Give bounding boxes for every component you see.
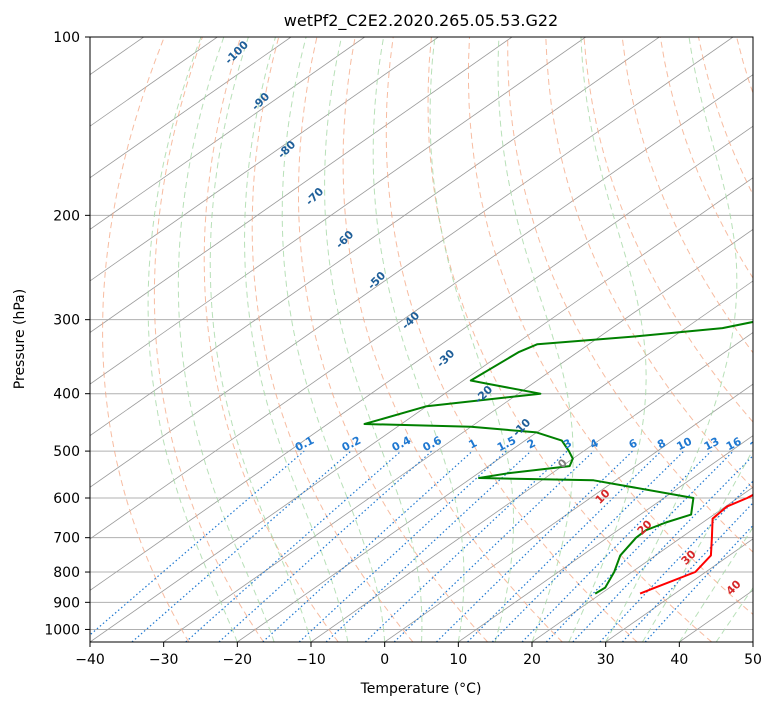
mixing-ratio-line	[621, 502, 753, 642]
isotherm-line	[90, 37, 292, 179]
y-tick-label: 600	[53, 491, 80, 507]
moist-adiabat-line	[715, 586, 753, 642]
y-tick-label: 300	[53, 313, 80, 329]
isotherm-line	[458, 435, 753, 642]
moist-adiabat-line	[243, 37, 349, 642]
y-tick-label: 1000	[44, 622, 80, 638]
isotherm-line	[90, 37, 365, 230]
y-tick-label: 800	[53, 565, 80, 581]
moist-adiabat-line	[147, 37, 238, 642]
dry-adiabat-line	[251, 37, 414, 642]
moist-adiabat-line	[209, 37, 312, 642]
x-tick-label: 10	[449, 652, 467, 668]
plot-grid	[90, 37, 753, 642]
isotherm-line	[90, 37, 734, 488]
dry-adiabat-line	[427, 37, 713, 642]
dry-adiabat-line	[385, 37, 638, 642]
plot-frame	[89, 36, 754, 643]
isotherm-line	[531, 486, 753, 642]
isotherm-line	[90, 37, 660, 437]
dewpoint-profile-line	[363, 320, 753, 595]
moist-adiabat-line	[605, 37, 738, 642]
x-axis-title: Temperature (°C)	[360, 681, 482, 697]
x-tick-label: 0	[380, 652, 389, 668]
isotherm-line	[384, 383, 753, 642]
chart-title: wetPf2_C2E2.2020.265.05.53.G22	[284, 11, 558, 31]
isotherm-line	[90, 37, 439, 282]
mixing-ratio-line	[599, 480, 753, 642]
dry-adiabat-line	[583, 37, 753, 423]
mixing-ratio-line	[521, 450, 712, 642]
y-tick-label: 100	[53, 30, 80, 46]
moist-adiabat-line	[281, 37, 386, 642]
x-tick-label: −20	[223, 652, 253, 668]
isotherm-line	[90, 37, 513, 333]
mixing-ratio-line	[185, 450, 402, 642]
moist-adiabat-line	[177, 37, 275, 642]
mixing-ratio-line	[325, 450, 532, 642]
dry-adiabat-line	[153, 37, 264, 642]
mixing-ratio-label: 10	[675, 435, 695, 454]
moist-adiabat-line	[497, 37, 574, 642]
moist-adiabat-line	[324, 37, 423, 642]
isotherm-line	[605, 538, 753, 642]
x-tick-label: 50	[744, 652, 762, 668]
isotherm-line	[90, 37, 586, 385]
moist-adiabat-line	[429, 37, 514, 642]
x-tick-label: 40	[670, 652, 688, 668]
x-tick-label: −10	[296, 652, 326, 668]
dry-adiabat-line	[545, 37, 753, 489]
x-tick-label: −40	[75, 652, 105, 668]
y-tick-label: 900	[53, 595, 80, 611]
mixing-ratio-label: 20	[748, 435, 768, 454]
y-axis-title: Pressure (hPa)	[12, 289, 28, 389]
mixing-ratio-line	[364, 450, 568, 642]
isotherm-line	[237, 280, 753, 642]
moist-adiabat-line	[568, 37, 647, 642]
y-tick-label: 700	[53, 531, 80, 547]
x-axis: −40 −30 −20 −10 0 10 20 30 40 50	[75, 642, 762, 668]
isotherm-line	[90, 177, 753, 642]
isotherm-line	[310, 332, 753, 642]
mixing-ratio-line	[298, 450, 507, 642]
y-tick-label: 200	[53, 208, 80, 224]
plot-data	[363, 320, 753, 595]
y-tick-label: 400	[53, 387, 80, 403]
dry-adiabat-line	[298, 37, 488, 642]
mixing-ratio-line	[572, 454, 753, 642]
mixing-ratio-line	[393, 450, 595, 642]
isotherm-line	[90, 125, 753, 591]
dry-adiabat-line	[507, 37, 753, 553]
dry-adiabat-line	[342, 37, 563, 642]
x-tick-label: −30	[149, 652, 179, 668]
moist-adiabat-line	[372, 37, 465, 642]
mixing-ratio-line	[491, 450, 685, 642]
isotherm-line	[90, 74, 753, 540]
y-tick-label: 500	[53, 444, 80, 460]
mixing-ratio-line	[545, 450, 734, 642]
mixing-ratio-label: 13	[702, 435, 722, 454]
y-axis: 100 200 300 400 500 600 700 800 900 1000	[44, 30, 90, 638]
dry-adiabat-line	[203, 37, 339, 642]
x-tick-label: 20	[523, 652, 541, 668]
mixing-ratio-line	[218, 450, 433, 642]
mixing-ratio-line	[467, 450, 662, 642]
mixing-ratio-line	[131, 450, 352, 642]
temperature-profile-line	[639, 493, 753, 595]
mixing-ratio-label: 16	[724, 435, 744, 454]
x-tick-label: 30	[597, 652, 615, 668]
